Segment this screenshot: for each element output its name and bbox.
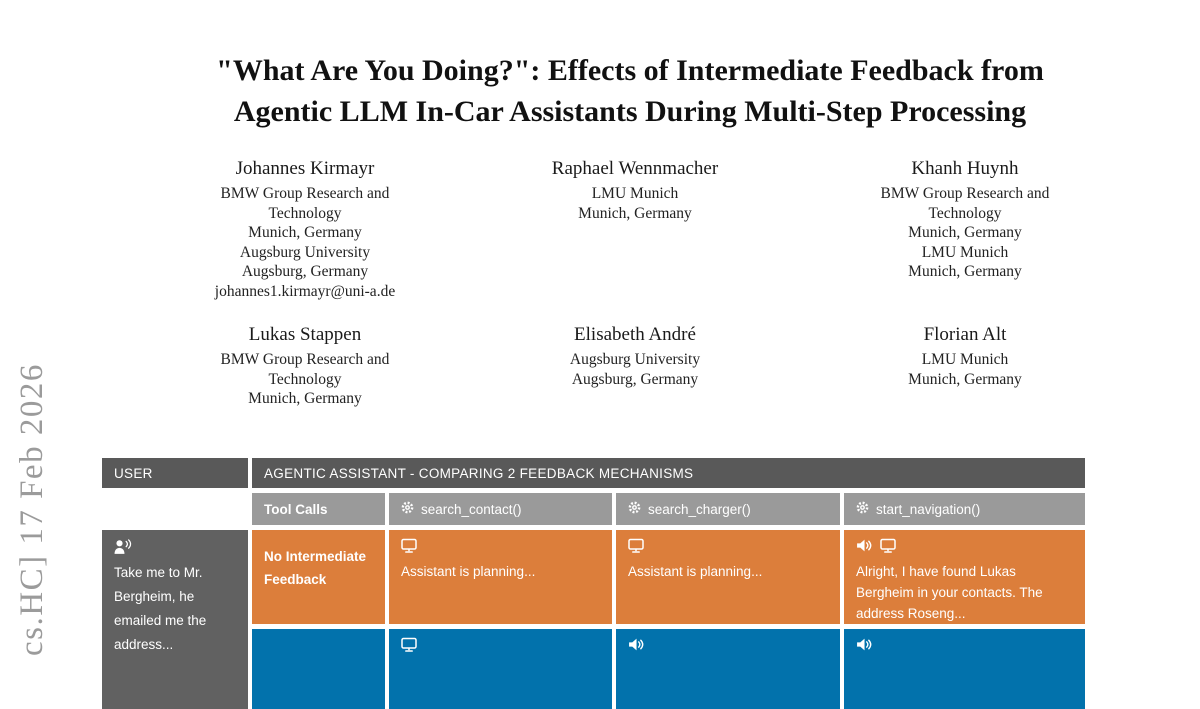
author-affiliations: Augsburg University Augsburg, Germany bbox=[470, 350, 800, 389]
monitor-icon bbox=[880, 538, 896, 560]
affiliation-line: Augsburg, Germany bbox=[241, 263, 369, 280]
assistant-cell: Assistant is planning... bbox=[389, 530, 612, 624]
author-affiliations: LMU Munich Munich, Germany bbox=[800, 350, 1130, 389]
affiliation-line: Augsburg University bbox=[239, 243, 371, 261]
gear-icon bbox=[628, 501, 641, 517]
user-column-header: USER bbox=[102, 458, 248, 488]
tool-call-start-navigation: start_navigation() bbox=[844, 493, 1085, 525]
feedback-comparison-figure: USER AGENTIC ASSISTANT - COMPARING 2 FEE… bbox=[102, 458, 1085, 709]
author-name: Khanh Huynh bbox=[911, 158, 1019, 179]
assistant-header: AGENTIC ASSISTANT - COMPARING 2 FEEDBACK… bbox=[252, 458, 1085, 488]
affiliation-line: LMU Munich bbox=[921, 351, 1009, 368]
paper-title-line1: "What Are You Doing?": Effects of Interm… bbox=[216, 54, 1044, 87]
author-name: Johannes Kirmayr bbox=[235, 158, 375, 179]
author-affiliations: BMW Group Research and Technology Munich, … bbox=[800, 184, 1130, 282]
assistant-cell bbox=[844, 629, 1085, 709]
paper-title: "What Are You Doing?": Effects of Interm… bbox=[80, 50, 1180, 132]
affiliation-line: Munich, Germany bbox=[908, 370, 1022, 388]
authors-row-2: Lukas Stappen BMW Group Research and Tech… bbox=[140, 324, 1130, 409]
user-utterance-cell: Take me to Mr. Bergheim, he emailed me t… bbox=[102, 530, 248, 709]
tool-call-label: start_navigation() bbox=[876, 501, 981, 517]
mechanism-label-feedback bbox=[252, 629, 385, 709]
author-block: Johannes Kirmayr BMW Group Research and T… bbox=[140, 158, 470, 301]
affiliation-line: Munich, Germany bbox=[248, 390, 362, 407]
assistant-cell bbox=[389, 629, 612, 709]
tool-call-label: search_contact() bbox=[421, 501, 522, 517]
monitor-icon bbox=[401, 637, 417, 659]
tool-call-search-charger: search_charger() bbox=[616, 493, 840, 525]
author-affiliations: BMW Group Research and Technology Munich, … bbox=[140, 184, 470, 301]
affiliation-line: Munich, Germany bbox=[578, 204, 692, 222]
tool-calls-label: Tool Calls bbox=[252, 493, 385, 525]
affiliation-line: Munich, Germany bbox=[908, 263, 1022, 280]
affiliation-line: Technology bbox=[268, 204, 342, 222]
speaker-icon bbox=[856, 538, 872, 559]
tool-call-search-contact: search_contact() bbox=[389, 493, 612, 525]
assistant-cell: Alright, I have found Lukas Bergheim in … bbox=[844, 530, 1085, 624]
author-name: Florian Alt bbox=[923, 324, 1007, 345]
author-name: Lukas Stappen bbox=[248, 324, 362, 345]
paper-title-line2: Agentic LLM In-Car Assistants During Mul… bbox=[233, 95, 1027, 128]
author-block: Florian Alt LMU Munich Munich, Germany bbox=[800, 324, 1130, 409]
author-block: Khanh Huynh BMW Group Research and Techno… bbox=[800, 158, 1130, 301]
affiliation-line: johannes1.kirmayr@uni-a.de bbox=[214, 282, 396, 300]
mechanism-label-no-feedback: No Intermediate Feedback bbox=[252, 530, 385, 624]
author-block: Elisabeth André Augsburg University Augsb… bbox=[470, 324, 800, 409]
monitor-icon bbox=[401, 538, 417, 560]
assistant-cell: Assistant is planning... bbox=[616, 530, 840, 624]
affiliation-line: BMW Group Research and bbox=[880, 185, 1050, 202]
gear-icon bbox=[401, 501, 414, 517]
assistant-cell-text: Assistant is planning... bbox=[401, 564, 536, 579]
author-name: Elisabeth André bbox=[574, 324, 696, 345]
assistant-cell-text: Alright, I have found Lukas Bergheim in … bbox=[856, 564, 1043, 621]
affiliation-line: Technology bbox=[268, 370, 342, 388]
author-block: Lukas Stappen BMW Group Research and Tech… bbox=[140, 324, 470, 409]
person-speaking-icon bbox=[114, 539, 236, 557]
monitor-icon bbox=[628, 538, 644, 560]
assistant-cell-text: Assistant is planning... bbox=[628, 564, 763, 579]
affiliation-line: Augsburg, Germany bbox=[571, 370, 699, 388]
tool-call-label: search_charger() bbox=[648, 501, 751, 517]
assistant-cell bbox=[616, 629, 840, 709]
affiliation-line: Augsburg University bbox=[569, 351, 701, 368]
author-affiliations: LMU Munich Munich, Germany bbox=[470, 184, 800, 223]
affiliation-line: BMW Group Research and bbox=[220, 351, 390, 368]
affiliation-line: Technology bbox=[928, 204, 1002, 222]
arxiv-vertical-stamp: cs.HC] 17 Feb 2026 bbox=[14, 363, 50, 656]
authors-row-1: Johannes Kirmayr BMW Group Research and T… bbox=[140, 158, 1130, 301]
affiliation-line: Munich, Germany bbox=[248, 224, 362, 241]
affiliation-line: BMW Group Research and bbox=[220, 185, 390, 202]
author-block: Raphael Wennmacher LMU Munich Munich, Ger… bbox=[470, 158, 800, 301]
affiliation-line: Munich, Germany bbox=[908, 224, 1022, 241]
user-utterance-text: Take me to Mr. Bergheim, he emailed me t… bbox=[114, 565, 207, 652]
gear-icon bbox=[856, 501, 869, 517]
author-name: Raphael Wennmacher bbox=[551, 158, 719, 179]
affiliation-line: LMU Munich bbox=[921, 243, 1009, 261]
affiliation-line: LMU Munich bbox=[591, 185, 679, 202]
author-affiliations: BMW Group Research and Technology Munich, … bbox=[140, 350, 470, 409]
